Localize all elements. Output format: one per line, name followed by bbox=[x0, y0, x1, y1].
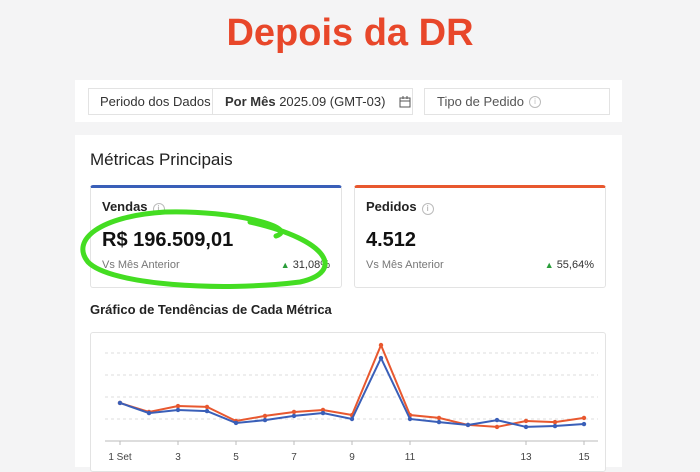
data-point bbox=[378, 355, 384, 361]
metric-label-text: Pedidos bbox=[366, 199, 417, 214]
data-point bbox=[204, 408, 210, 414]
info-icon: i bbox=[421, 203, 434, 215]
data-point bbox=[175, 403, 181, 409]
info-icon: i bbox=[528, 95, 541, 108]
period-value: 2025.09 (GMT-03) bbox=[279, 94, 386, 109]
data-point bbox=[552, 423, 558, 429]
period-select[interactable]: Por Mês 2025.09 (GMT-03) bbox=[212, 88, 413, 115]
data-point bbox=[320, 410, 326, 416]
data-point bbox=[262, 417, 268, 423]
page-title: Depois da DR bbox=[226, 12, 474, 54]
data-point bbox=[320, 407, 326, 413]
data-point bbox=[262, 413, 268, 419]
metric-label: Pedidos i bbox=[366, 199, 434, 215]
data-point bbox=[407, 416, 413, 422]
order-type-text: Tipo de Pedido bbox=[437, 94, 524, 109]
x-tick-label: 5 bbox=[233, 452, 239, 463]
data-point bbox=[146, 410, 152, 416]
metric-compare: Vs Mês Anterior bbox=[366, 259, 444, 271]
data-point bbox=[436, 419, 442, 425]
data-point bbox=[349, 416, 355, 422]
metrics-title: Métricas Principais bbox=[90, 150, 233, 169]
metric-value: 4.512 bbox=[366, 229, 417, 251]
x-tick-label: 9 bbox=[349, 452, 355, 463]
period-label-text: Periodo dos Dados bbox=[100, 94, 211, 109]
data-point bbox=[378, 342, 384, 348]
data-point bbox=[523, 418, 529, 424]
chart-box bbox=[90, 332, 606, 472]
metric-change-text: 55,64% bbox=[556, 259, 594, 271]
x-tick-label: 13 bbox=[520, 452, 532, 463]
data-point bbox=[117, 400, 123, 406]
data-point bbox=[581, 415, 587, 421]
metric-card: Pedidos i 4.512 Vs Mês Anterior ▲ 55,64% bbox=[354, 185, 606, 288]
data-point bbox=[494, 417, 500, 423]
x-tick-label: 11 bbox=[405, 452, 416, 463]
data-point bbox=[436, 415, 442, 421]
chart-title: Gráfico de Tendências de Cada Métrica bbox=[90, 302, 332, 317]
period-mode: Por Mês bbox=[225, 94, 276, 109]
calendar-icon bbox=[399, 95, 411, 107]
data-point bbox=[523, 424, 529, 430]
x-tick-label: 15 bbox=[578, 452, 590, 463]
metric-change: ▲ 55,64% bbox=[545, 259, 594, 271]
data-point bbox=[494, 424, 500, 430]
x-tick-label: 3 bbox=[175, 452, 181, 463]
data-point bbox=[291, 409, 297, 415]
x-tick-label: 1 Set bbox=[108, 452, 132, 463]
x-tick-label: 7 bbox=[291, 452, 297, 463]
data-point bbox=[233, 420, 239, 426]
order-type-select[interactable]: Tipo de Pedido i bbox=[424, 88, 610, 115]
data-point bbox=[581, 421, 587, 427]
data-point bbox=[465, 422, 471, 428]
data-point bbox=[552, 419, 558, 425]
up-arrow: ▲ bbox=[544, 260, 554, 270]
data-point bbox=[175, 407, 181, 413]
data-point bbox=[291, 413, 297, 419]
data-point bbox=[204, 404, 210, 410]
